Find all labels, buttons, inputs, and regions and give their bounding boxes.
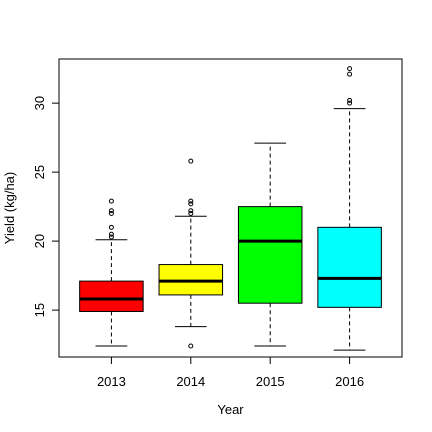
x-tick-label: 2014 [176, 374, 205, 389]
x-tick-label: 2013 [97, 374, 126, 389]
outlier-point [108, 211, 114, 217]
y-tick-label: 20 [32, 234, 47, 248]
box-2013 [79, 198, 144, 347]
y-axis-label: Yield (kg/ha) [2, 172, 17, 245]
outlier-point [188, 208, 194, 214]
outlier-point [108, 231, 114, 237]
x-tick-label: 2016 [335, 374, 364, 389]
outlier-point [188, 343, 194, 349]
outlier-point [108, 198, 114, 204]
outlier-point [188, 211, 194, 217]
box-rect [317, 226, 382, 308]
outlier-point [347, 97, 353, 103]
outlier-point [188, 201, 194, 207]
x-axis: 2013 2014 2015 2016 [97, 356, 364, 389]
outlier-point [347, 71, 353, 77]
box-2015 [237, 142, 303, 347]
outlier-point [108, 224, 114, 230]
box-2014 [158, 158, 224, 349]
outlier-point [347, 100, 353, 106]
box-marks [79, 66, 382, 351]
outlier-point [108, 234, 114, 240]
box-2016 [317, 66, 382, 351]
plot-frame [58, 58, 403, 358]
outlier-point [188, 198, 194, 204]
y-tick-label: 15 [32, 303, 47, 317]
x-axis-label: Year [217, 402, 244, 417]
box-rect [79, 280, 144, 312]
outlier-point [188, 158, 194, 164]
outlier-point [347, 66, 353, 72]
x-tick-label: 2015 [256, 374, 285, 389]
y-axis: 15 20 25 30 [32, 96, 60, 317]
y-tick-label: 30 [32, 96, 47, 110]
outlier-point [108, 208, 114, 214]
y-tick-label: 25 [32, 165, 47, 179]
box-rect [237, 206, 303, 304]
